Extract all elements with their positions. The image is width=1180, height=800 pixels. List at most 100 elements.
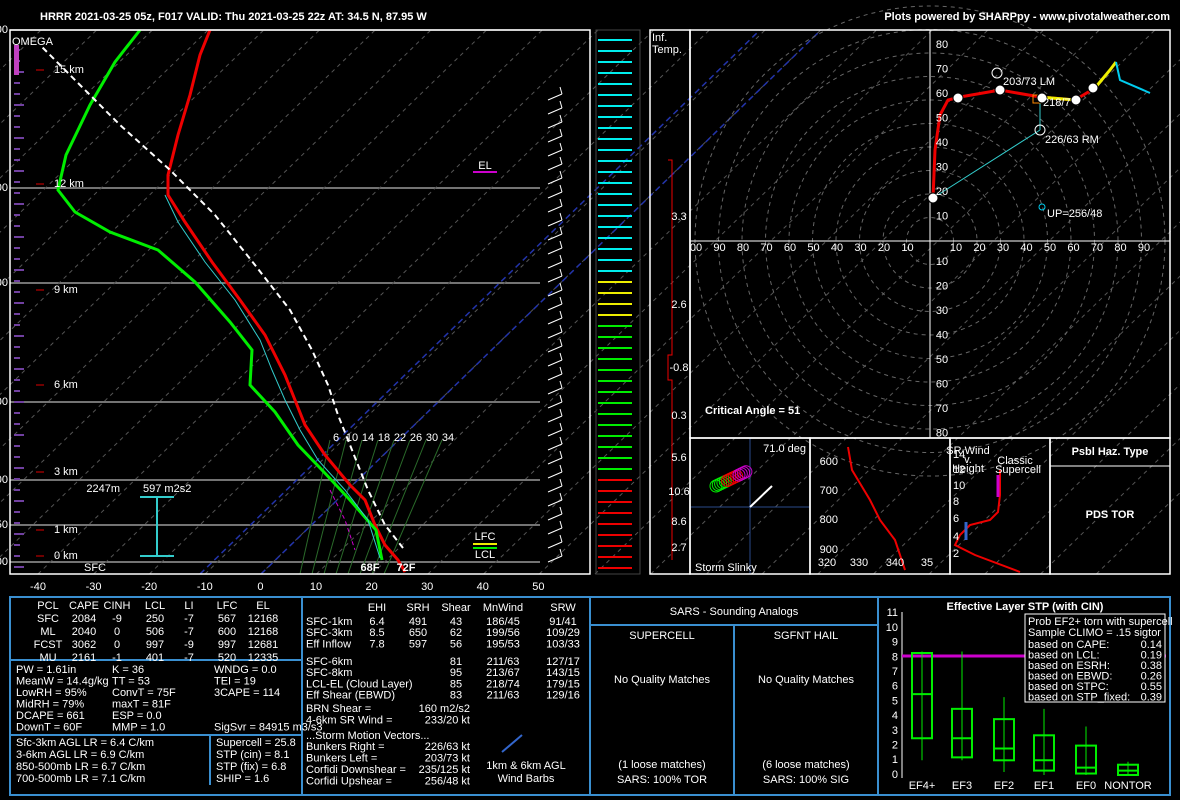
wind-barb (559, 226, 563, 235)
label: 0 (257, 581, 263, 593)
label: 597 (409, 639, 427, 651)
label: 235/125 kt (419, 764, 470, 776)
wind-barb (547, 415, 563, 423)
label: 330 (850, 557, 868, 569)
label: 8.6 (671, 516, 686, 528)
label: 56 (450, 639, 462, 651)
isotherm (761, 167, 1180, 575)
label: 199/56 (486, 627, 520, 639)
wind-barb (547, 233, 563, 241)
box (1075, 744, 1097, 775)
label: EL (478, 160, 491, 172)
label: 211/63 (487, 690, 520, 702)
wetbulb-guide (299, 439, 331, 575)
label: EF4+ (909, 780, 936, 792)
label: HRRR 2021-03-25 05z, F017 VALID: Thu 202… (40, 11, 427, 23)
box (911, 651, 933, 740)
wind-barb (559, 408, 563, 417)
label: 100 (0, 24, 8, 36)
wind-barb (547, 149, 563, 157)
wind-barb (559, 184, 563, 193)
label: 20 (936, 186, 948, 198)
label: 6 (953, 513, 959, 525)
wind-barb (559, 310, 563, 319)
wind-barb (547, 303, 563, 311)
isotherm (0, 29, 543, 558)
wetbulb-guide (383, 439, 443, 575)
label: 20 (878, 242, 890, 254)
label: 2 (892, 740, 898, 752)
label: 850-500mb LR = 6.7 C/km (16, 761, 145, 773)
label: 103/33 (546, 639, 580, 651)
isotherm (0, 29, 265, 287)
label: -30 (86, 581, 102, 593)
label: No Quality Matches (758, 674, 854, 686)
label: 0.38 (1141, 660, 1162, 672)
inf-col (595, 29, 641, 575)
wind-barb (559, 366, 563, 375)
label: 80 (737, 242, 749, 254)
label: 2.6 (671, 299, 686, 311)
label: 9 (892, 637, 898, 649)
label: 2247m (86, 483, 120, 495)
label: 8 (892, 651, 898, 663)
label: 179/15 (546, 678, 580, 690)
isotherm (873, 275, 1180, 575)
label: SGFNT HAIL (774, 630, 839, 642)
label: -7 (184, 652, 194, 664)
wind-barb (559, 520, 563, 529)
frames (9, 29, 1171, 575)
label: 0.14 (1141, 639, 1162, 651)
label: MU (39, 652, 56, 664)
wind-barb (547, 317, 563, 325)
label: based on EBWD: (1028, 670, 1112, 682)
label: 2.7 (671, 542, 686, 554)
label: -9 (112, 613, 122, 625)
label: v. (964, 454, 972, 466)
label: 12 (953, 464, 965, 476)
label: 50 (807, 242, 819, 254)
label: SRH (406, 602, 429, 614)
label: 30 (936, 161, 948, 173)
label: 91/41 (549, 616, 577, 628)
label: 127/17 (546, 656, 580, 668)
label: Bunkers Left = (306, 752, 377, 764)
wind-barb (547, 527, 563, 535)
label: 12168 (248, 613, 279, 625)
label: 68F (361, 562, 380, 574)
label: 40 (936, 137, 948, 149)
label: 10 (901, 242, 913, 254)
label: 20 (973, 242, 985, 254)
label: 7.8 (369, 639, 384, 651)
label: 1000 (0, 556, 8, 568)
wind-barb (559, 422, 563, 431)
wetbulb-guide (311, 439, 347, 575)
label: 129/16 (546, 690, 580, 702)
hodo-point (1070, 94, 1082, 106)
label: 2161 (72, 652, 96, 664)
rm-marker (1034, 124, 1046, 136)
hodograph-trace (1093, 61, 1118, 89)
label: 5 (892, 695, 898, 707)
label: LI (184, 600, 193, 612)
isotherm (0, 29, 432, 450)
label: based on STP_fixed: (1028, 691, 1130, 703)
label: 0 km (54, 550, 78, 562)
isotherm (928, 329, 1180, 575)
label: -7 (184, 626, 194, 638)
wind-barb (547, 107, 563, 115)
label: 650 (409, 627, 427, 639)
label: Temp. (652, 44, 682, 56)
label: 6 km (54, 379, 78, 391)
label: No Quality Matches (614, 674, 710, 686)
label: ML (40, 626, 55, 638)
wind-barb (559, 100, 563, 109)
label: CINH (104, 600, 131, 612)
label: -10 (197, 581, 213, 593)
label: LCL (145, 600, 165, 612)
wind-barb (559, 296, 563, 305)
wind-barb (547, 513, 563, 521)
box (951, 707, 973, 759)
label: -20 (141, 581, 157, 593)
wind-barb (559, 212, 563, 221)
